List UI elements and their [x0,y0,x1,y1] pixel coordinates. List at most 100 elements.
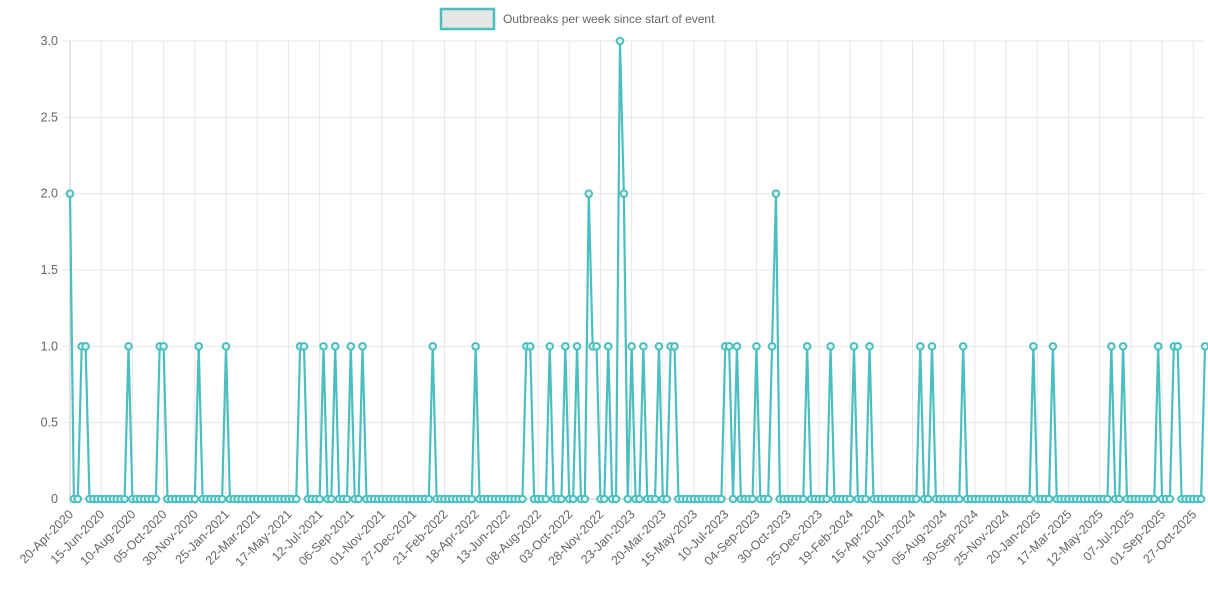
data-point[interactable] [315,494,324,504]
data-point[interactable] [958,342,968,351]
data-point[interactable] [291,494,301,504]
data-point[interactable] [194,342,204,351]
data-point[interactable] [124,342,133,351]
data-point[interactable] [190,494,200,504]
data-point[interactable] [717,494,726,504]
data-point[interactable] [584,189,594,198]
data-point[interactable] [330,342,340,351]
data-point[interactable] [217,494,227,504]
data-point[interactable] [428,342,438,351]
data-point[interactable] [650,494,660,504]
data-point[interactable] [1048,342,1058,351]
data-point[interactable] [865,342,874,351]
data-point[interactable] [802,342,812,351]
data-point[interactable] [763,494,773,504]
data-point[interactable] [327,494,336,504]
data-point[interactable] [319,342,328,351]
data-point[interactable] [670,342,679,351]
data-point[interactable] [525,342,535,351]
y-tick-label: 2.0 [41,187,58,201]
data-point[interactable] [1118,342,1128,351]
data-point[interactable] [358,342,367,351]
data-point[interactable] [1044,494,1054,504]
x-axis-ticks: 20-Apr-202015-Jun-202010-Aug-202005-Oct-… [17,499,1199,569]
data-point[interactable] [541,494,551,504]
data-point[interactable] [1029,342,1038,351]
data-point[interactable] [603,342,613,351]
data-point[interactable] [927,342,937,351]
legend-swatch[interactable] [439,7,496,31]
data-point[interactable] [845,494,855,504]
data-point[interactable] [1173,342,1182,351]
data-point[interactable] [471,342,480,351]
data-point[interactable] [654,342,664,351]
data-point[interactable] [861,494,870,504]
data-point[interactable] [1153,342,1163,351]
data-point[interactable] [600,494,609,504]
data-point[interactable] [732,342,742,351]
data-point[interactable] [467,494,477,504]
series-layer [65,36,1208,504]
data-point[interactable] [912,494,921,504]
data-point[interactable] [752,342,761,351]
data-point[interactable] [557,494,566,504]
data-point[interactable] [346,342,356,351]
data-point[interactable] [662,494,672,504]
y-tick-label: 0.5 [41,416,58,430]
data-point[interactable] [748,494,757,504]
legend[interactable]: Outbreaks per week since start of event [439,7,715,31]
data-point[interactable] [580,494,590,504]
data-point[interactable] [798,494,808,504]
data-point[interactable] [1107,342,1116,351]
data-point[interactable] [81,342,90,351]
data-point[interactable] [299,342,309,351]
y-tick-label: 1.0 [41,339,58,353]
y-axis-ticks: 0 0.5 1.0 1.5 2.0 2.5 3.0 [41,34,70,506]
data-point[interactable] [767,342,777,351]
data-point[interactable] [615,36,625,46]
data-point[interactable] [151,494,161,504]
data-point[interactable] [65,189,75,198]
y-tick-label: 0 [51,492,58,506]
data-point[interactable] [159,342,168,351]
y-tick-label: 3.0 [41,34,58,48]
data-point[interactable] [1200,342,1208,351]
data-point[interactable] [822,494,831,504]
data-point[interactable] [518,494,527,504]
data-point[interactable] [424,494,434,504]
data-point[interactable] [221,342,231,351]
data-point[interactable] [611,494,621,504]
data-point[interactable] [354,494,363,504]
data-point[interactable] [771,189,781,198]
data-points [65,36,1208,504]
data-point[interactable] [73,494,83,504]
data-point[interactable] [1196,494,1206,504]
data-point[interactable] [1149,494,1159,504]
data-point[interactable] [1103,494,1112,504]
data-point[interactable] [635,494,644,504]
data-point[interactable] [572,342,582,351]
legend-label[interactable]: Outbreaks per week since start of event [503,12,715,26]
data-point[interactable] [1025,494,1034,504]
data-point[interactable] [1114,494,1124,504]
data-point[interactable] [592,342,601,351]
data-point[interactable] [728,494,738,504]
data-point[interactable] [623,494,633,504]
data-point[interactable] [724,342,734,351]
data-point[interactable] [915,342,925,351]
data-point[interactable] [1165,494,1175,504]
data-point[interactable] [954,494,964,504]
data-point[interactable] [639,342,648,351]
data-point[interactable] [826,342,835,351]
data-point[interactable] [545,342,555,351]
data-point[interactable] [561,342,570,351]
data-point[interactable] [568,494,578,504]
data-point[interactable] [619,189,629,198]
data-point[interactable] [627,342,636,351]
data-point[interactable] [120,494,129,504]
data-point[interactable] [342,494,352,504]
data-point[interactable] [849,342,859,351]
data-point[interactable] [923,494,933,504]
y-tick-label: 2.5 [41,110,58,124]
